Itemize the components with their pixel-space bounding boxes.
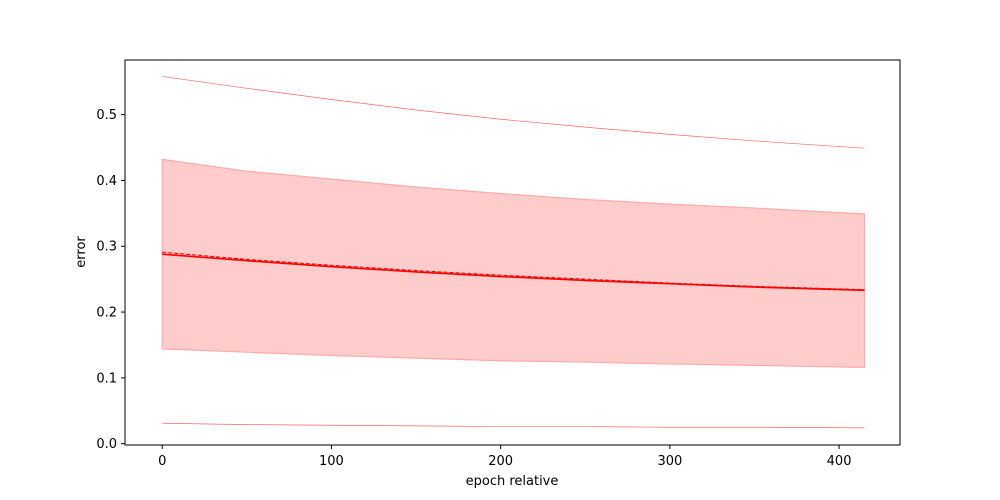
- series-max-line: [162, 76, 865, 149]
- series-min-line: [162, 422, 865, 429]
- confidence-band: [161, 158, 866, 368]
- y-tick-label: 0.3: [96, 240, 117, 255]
- y-tick-label: 0.4: [96, 174, 117, 189]
- x-tick-label: 400: [827, 454, 852, 469]
- y-tick-label: 0.1: [96, 371, 117, 386]
- x-tick-label: 300: [657, 454, 682, 469]
- x-axis-label: epoch relative: [466, 474, 559, 489]
- x-axis: 0 100 200 300 400: [158, 445, 851, 469]
- x-tick-label: 100: [319, 454, 344, 469]
- plot-frame: [124, 59, 901, 446]
- y-tick-label: 0.0: [96, 437, 117, 452]
- y-tick-label: 0.2: [96, 306, 117, 321]
- y-tick-label: 0.5: [96, 108, 117, 123]
- series-median-line: [162, 251, 865, 291]
- y-axis: 0.0 0.1 0.2 0.3 0.4 0.5: [96, 108, 125, 452]
- chart-marks: [161, 76, 866, 429]
- x-tick-label: 0: [158, 454, 166, 469]
- y-axis-label: error: [74, 236, 89, 268]
- series-mean-line: [162, 253, 865, 292]
- x-tick-label: 200: [488, 454, 513, 469]
